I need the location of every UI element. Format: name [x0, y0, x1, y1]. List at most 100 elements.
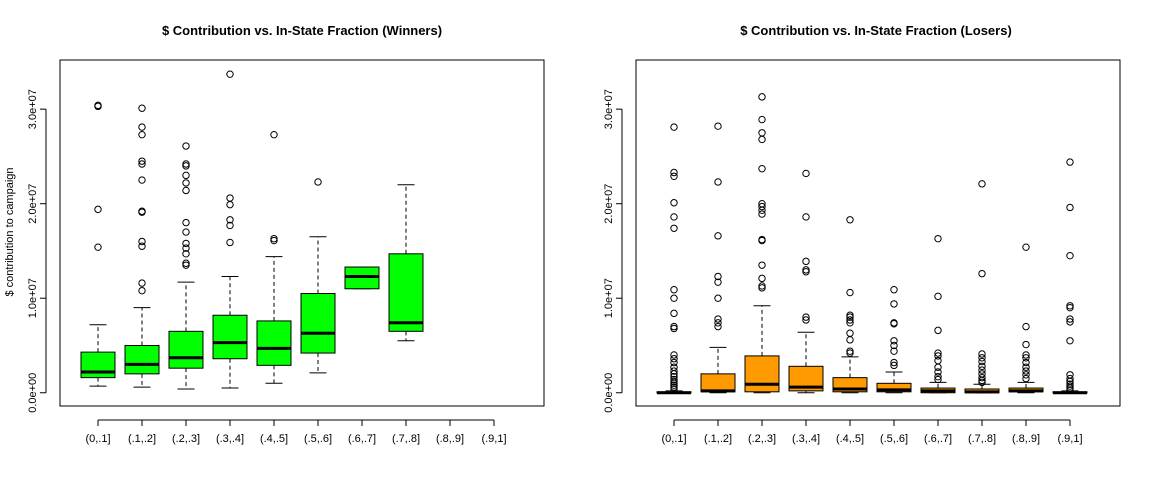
- outlier-point: [1022, 358, 1030, 367]
- outlier-point: [1066, 315, 1074, 323]
- box-group-losers: [1008, 243, 1044, 394]
- outlier-point: [802, 313, 810, 321]
- outlier-point: [890, 286, 898, 294]
- outlier-point: [1022, 374, 1030, 383]
- outlier-point: [1022, 354, 1030, 362]
- box-group-winners: [124, 104, 160, 388]
- outlier-point: [670, 372, 678, 381]
- x-tick-label-losers: (.2,.3]: [748, 433, 776, 445]
- outlier-point: [846, 316, 854, 324]
- x-tick-label-losers: (.9,1]: [1057, 433, 1082, 445]
- outlier-point: [978, 378, 986, 387]
- outlier-point: [714, 178, 722, 186]
- x-tick-label-winners: (.1,.2]: [128, 433, 156, 445]
- outlier-point: [1022, 243, 1030, 251]
- outlier-point: [714, 232, 722, 240]
- outlier-point: [846, 329, 854, 337]
- outlier-point: [138, 130, 146, 139]
- box-iqr: [744, 355, 780, 393]
- box-group-losers: [744, 93, 780, 394]
- outlier-point: [758, 210, 766, 218]
- outlier-point: [270, 236, 278, 245]
- box-group-winners: [168, 142, 204, 390]
- outlier-point: [226, 221, 234, 230]
- outlier-point: [138, 286, 146, 295]
- outlier-point: [890, 358, 898, 367]
- outlier-point: [670, 286, 678, 294]
- outlier-point: [670, 172, 678, 180]
- outlier-point: [758, 135, 766, 144]
- x-tick-label-winners: (.2,.3]: [172, 433, 200, 445]
- outlier-point: [978, 180, 986, 188]
- outlier-point: [226, 200, 234, 209]
- x-tick-label-losers: (.3,.4]: [792, 433, 820, 445]
- outlier-point: [314, 178, 322, 186]
- outlier-point: [138, 160, 146, 168]
- outlier-point: [758, 202, 766, 211]
- box-group-losers: [920, 234, 956, 394]
- outlier-point: [670, 322, 678, 331]
- y-axis-label: $ contribution to campaign: [4, 167, 16, 296]
- box-group-winners: [212, 70, 248, 389]
- outlier-point: [890, 361, 898, 370]
- panel-winners: $ Contribution vs. In-State Fraction (Wi…: [4, 23, 545, 445]
- outlier-point: [138, 242, 146, 250]
- outlier-point: [138, 207, 146, 215]
- outlier-point: [670, 213, 678, 221]
- outlier-point: [1066, 302, 1074, 310]
- y-tick-label-winners: 2.0e+07: [27, 184, 39, 224]
- x-tick-label-losers: (.7,.8]: [968, 433, 996, 445]
- outlier-point: [1022, 340, 1030, 349]
- outlier-point: [138, 279, 146, 287]
- box-iqr: [300, 293, 336, 354]
- outlier-point: [1022, 367, 1030, 375]
- outlier-point: [1022, 363, 1030, 371]
- box-group-losers: [964, 180, 1000, 394]
- outlier-point: [226, 216, 234, 224]
- outlier-point: [226, 70, 234, 78]
- outlier-point: [670, 363, 678, 371]
- outlier-point: [978, 366, 986, 374]
- box-group-losers: [876, 286, 912, 394]
- outlier-point: [670, 381, 678, 389]
- outlier-point: [1066, 251, 1074, 260]
- outlier-point: [182, 142, 190, 150]
- outlier-point: [670, 385, 678, 393]
- outlier-point: [846, 313, 854, 321]
- outlier-point: [226, 194, 234, 202]
- chart-title-losers: $ Contribution vs. In-State Fraction (Lo…: [740, 23, 1012, 38]
- chart-title-winners: $ Contribution vs. In-State Fraction (Wi…: [162, 23, 442, 38]
- outlier-point: [890, 319, 898, 327]
- outlier-point: [1066, 382, 1074, 390]
- box-iqr: [256, 320, 292, 366]
- outlier-point: [1022, 351, 1030, 359]
- outlier-point: [934, 326, 942, 335]
- outlier-point: [670, 377, 678, 386]
- outlier-point: [934, 356, 942, 365]
- outlier-point: [714, 315, 722, 323]
- outlier-point: [758, 282, 766, 290]
- outlier-point: [758, 274, 766, 283]
- outlier-point: [226, 238, 234, 247]
- outlier-point: [670, 294, 678, 302]
- outlier-point: [1066, 318, 1074, 326]
- x-tick-label-winners: (.5,.6]: [304, 433, 332, 445]
- x-tick-label-winners: (.7,.8]: [392, 433, 420, 445]
- outlier-point: [758, 199, 766, 208]
- outlier-point: [802, 213, 810, 221]
- outlier-point: [138, 104, 146, 112]
- box-iqr: [168, 330, 204, 369]
- outlier-point: [670, 199, 678, 207]
- box-group-losers: [700, 122, 736, 394]
- outlier-point: [758, 129, 766, 137]
- outlier-point: [978, 354, 986, 362]
- outlier-point: [846, 347, 854, 355]
- outlier-point: [802, 169, 810, 178]
- outlier-point: [802, 268, 810, 276]
- x-tick-label-losers: (0,.1]: [661, 433, 686, 445]
- outlier-point: [802, 257, 810, 266]
- outlier-point: [138, 157, 146, 165]
- x-tick-label-winners: (.3,.4]: [216, 433, 244, 445]
- box-group-winners: [256, 130, 292, 384]
